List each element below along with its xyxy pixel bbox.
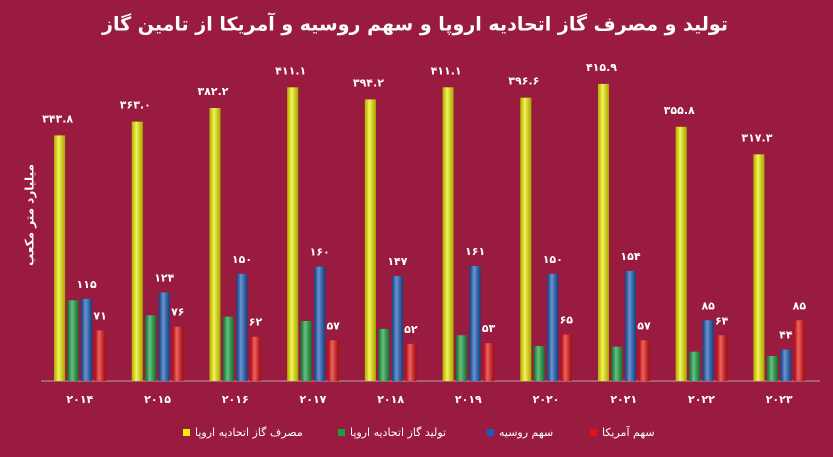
bar-shine: [547, 273, 559, 381]
bar-shine: [625, 271, 636, 381]
data-label: ۵۷: [326, 319, 340, 332]
data-label: ۱۵۴: [620, 250, 640, 263]
bar-shine: [287, 87, 299, 381]
data-label: ۶۴: [715, 314, 729, 327]
bar-shine: [766, 356, 778, 381]
bar-shine: [456, 335, 468, 381]
data-label: ۳۵۵.۸: [664, 104, 695, 117]
bar-shine: [675, 126, 687, 381]
bar-shine: [54, 135, 66, 381]
data-label: ۴۱۵.۹: [586, 61, 617, 74]
legend-label: سهم روسیه: [499, 426, 553, 439]
bar-shine: [689, 351, 701, 381]
legend-swatch: [338, 429, 345, 436]
bar-shine: [67, 300, 79, 381]
data-label: ۱۴۷: [387, 255, 407, 268]
data-label: ۳۸۲.۲: [197, 85, 228, 98]
legend-label: تولید گاز اتحادیه اروپا: [350, 426, 446, 439]
data-label: ۱۶۰: [310, 246, 330, 259]
legend-swatch: [590, 429, 597, 436]
data-label: ۳۹۶.۶: [508, 75, 539, 88]
data-label: ۸۵: [701, 299, 715, 312]
bar-shine: [611, 346, 623, 381]
bar-shine: [638, 340, 650, 381]
bar-shine: [236, 273, 248, 381]
x-tick-label: ۲۰۱۹: [455, 393, 482, 406]
x-tick-label: ۲۰۲۲: [688, 393, 715, 406]
bar-shine: [300, 321, 312, 381]
data-label: ۱۵۰: [232, 253, 252, 266]
bar-shine: [533, 346, 545, 381]
data-label: ۷۱: [93, 309, 106, 322]
bar-shine: [702, 320, 714, 381]
bar-shine: [442, 87, 454, 381]
bar-shine: [598, 83, 609, 381]
x-tick-label: ۲۰۱۸: [377, 393, 404, 406]
bar-shine: [94, 330, 106, 381]
data-label: ۶۵: [560, 314, 574, 327]
x-tick-label: ۲۰۱۷: [300, 393, 327, 406]
legend-swatch: [487, 429, 494, 436]
bar-shine: [753, 154, 765, 381]
x-tick-label: ۲۰۱۶: [222, 393, 249, 406]
data-label: ۳۹۴.۲: [353, 76, 384, 89]
bar-shine: [483, 343, 495, 381]
bar-shine: [314, 266, 326, 381]
data-label: ۳۴۳.۸: [42, 112, 73, 125]
data-label: ۱۵۰: [543, 253, 563, 266]
data-label: ۳۱۷.۳: [741, 131, 772, 144]
bar-shine: [520, 97, 532, 381]
data-label: ۷۶: [171, 306, 184, 319]
data-label: ۴۱۱.۱: [431, 64, 462, 77]
bar-shine: [793, 320, 805, 381]
bar-shine: [158, 292, 170, 381]
x-tick-label: ۲۰۲۱: [610, 393, 637, 406]
x-tick-label: ۲۰۲۰: [533, 393, 560, 406]
bar-shine: [172, 326, 184, 381]
bar-shine: [81, 298, 93, 381]
bar-shine: [209, 108, 221, 381]
y-axis-label: میلیارد متر مکعب: [23, 164, 37, 266]
bar-shine: [327, 340, 339, 381]
bar-shine: [223, 316, 234, 381]
data-label: ۱۶۱: [465, 245, 485, 258]
bar-shine: [780, 349, 792, 381]
x-tick-label: ۲۰۱۵: [144, 393, 171, 406]
data-label: ۸۵: [793, 299, 807, 312]
bar-shine: [716, 335, 728, 381]
data-label: ۴۴: [779, 329, 793, 342]
bar-shine: [391, 276, 403, 381]
bar-shine: [378, 328, 390, 381]
x-tick-label: ۲۰۲۳: [766, 393, 793, 406]
bar-shine: [131, 121, 143, 381]
legend-label: مصرف گاز اتحادیه اروپا: [195, 426, 303, 439]
bar-shine: [560, 334, 572, 381]
legend-label: سهم آمریکا: [602, 425, 655, 439]
data-label: ۱۲۴: [154, 271, 174, 284]
bar-shine: [405, 343, 417, 381]
chart-title: تولید و مصرف گاز اتحادیه اروپا و سهم روس…: [101, 12, 728, 36]
bar-shine: [145, 315, 157, 381]
bar-shine: [250, 336, 261, 381]
legend-swatch: [183, 429, 190, 436]
data-label: ۵۷: [637, 319, 651, 332]
data-label: ۵۲: [404, 323, 418, 336]
data-label: ۳۶۳.۰: [120, 99, 151, 112]
data-label: ۶۲: [249, 316, 263, 329]
bar-shine: [364, 99, 376, 381]
bar-shine: [469, 266, 481, 381]
data-label: ۴۱۱.۱: [275, 64, 306, 77]
x-tick-label: ۲۰۱۴: [66, 393, 93, 406]
data-label: ۵۳: [482, 322, 496, 335]
data-label: ۱۱۵: [77, 278, 97, 291]
